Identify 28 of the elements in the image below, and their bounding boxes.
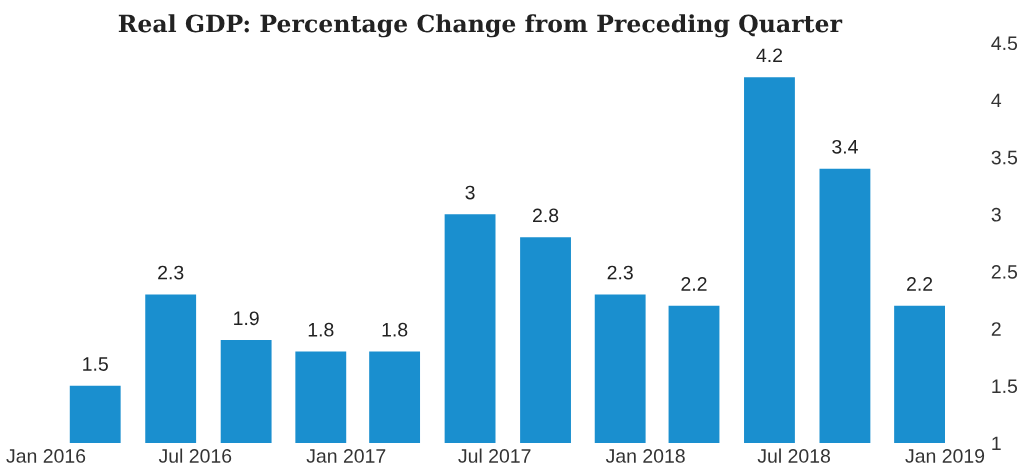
data-label: 4.2: [756, 48, 783, 63]
x-tick-label: Jan 2017: [306, 449, 386, 463]
data-label: 2.2: [907, 277, 933, 291]
data-label: 2.8: [533, 208, 559, 223]
data-label: 2.3: [607, 265, 633, 280]
x-tick-label: Jan 2016: [6, 449, 86, 463]
data-label: 2.2: [681, 277, 707, 291]
x-tick-label: Jan 2019: [905, 449, 985, 463]
y-tick-label: 2: [991, 322, 1001, 336]
y-tick-label: 4.5: [991, 36, 1018, 51]
data-label: 2.3: [158, 265, 184, 280]
y-tick-label: 1: [992, 436, 1001, 451]
data-label: 1.9: [234, 311, 259, 326]
x-tick-label: Jul 2016: [158, 448, 232, 463]
chart-title: Real GDP: Percentage Change from Preceding Quarter: [118, 14, 843, 38]
data-label: 1.8: [308, 322, 334, 337]
y-tick-label: 1.5: [992, 379, 1018, 394]
y-tick-label: 3.5: [991, 150, 1018, 165]
data-label: 1.5: [83, 357, 108, 371]
data-label: 3: [465, 185, 475, 200]
x-tick-label: Jan 2018: [605, 449, 685, 463]
data-label: 3.4: [832, 139, 858, 154]
x-tick-label: Jul 2017: [458, 448, 531, 463]
x-tick-label: Jul 2018: [757, 448, 830, 463]
y-tick-label: 3: [991, 207, 1001, 222]
y-tick-label: 4: [991, 93, 1002, 108]
y-tick-label: 2.5: [991, 264, 1018, 279]
data-label: 1.8: [382, 322, 408, 337]
